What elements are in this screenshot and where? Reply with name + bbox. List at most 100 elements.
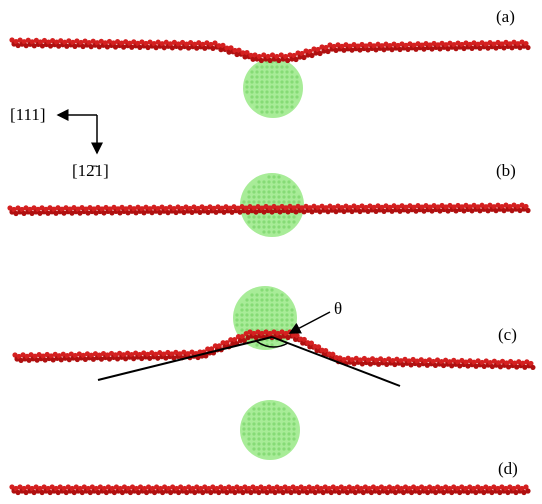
green-atom xyxy=(277,427,280,430)
green-atom xyxy=(255,95,258,98)
green-atom xyxy=(265,318,268,321)
green-atom xyxy=(265,313,268,316)
green-atom xyxy=(280,308,283,311)
green-atom xyxy=(275,313,278,316)
green-atom xyxy=(250,75,253,78)
green-atom xyxy=(295,75,298,78)
green-atom xyxy=(275,293,278,296)
green-atom xyxy=(275,318,278,321)
green-atom xyxy=(277,230,280,233)
green-atom xyxy=(282,225,285,228)
green-atom xyxy=(277,442,280,445)
green-atom xyxy=(252,437,255,440)
green-atom xyxy=(280,313,283,316)
green-atom xyxy=(270,65,273,68)
green-atom xyxy=(262,407,265,410)
green-atom xyxy=(290,90,293,93)
green-atom xyxy=(267,200,270,203)
panel-label: (d) xyxy=(498,459,518,478)
green-atom xyxy=(272,407,275,410)
green-atom xyxy=(275,308,278,311)
green-atom xyxy=(247,432,250,435)
green-atom xyxy=(267,412,270,415)
green-atom xyxy=(280,90,283,93)
green-atom xyxy=(290,70,293,73)
green-atom xyxy=(257,452,260,455)
green-atom xyxy=(250,70,253,73)
green-atom xyxy=(270,293,273,296)
green-atom xyxy=(257,185,260,188)
green-atom xyxy=(282,427,285,430)
green-atom xyxy=(272,447,275,450)
green-atom xyxy=(280,293,283,296)
green-atom xyxy=(257,417,260,420)
green-atom xyxy=(285,85,288,88)
green-atom xyxy=(255,80,258,83)
green-atom xyxy=(250,85,253,88)
green-atom xyxy=(247,417,250,420)
green-atom xyxy=(292,437,295,440)
green-atom xyxy=(257,422,260,425)
green-atom xyxy=(262,185,265,188)
green-atom xyxy=(290,80,293,83)
green-atom xyxy=(272,230,275,233)
green-atom xyxy=(272,200,275,203)
green-atom xyxy=(282,220,285,223)
green-atom xyxy=(252,417,255,420)
green-atom xyxy=(270,95,273,98)
green-atom xyxy=(272,220,275,223)
green-atom xyxy=(285,80,288,83)
green-atom xyxy=(250,308,253,311)
green-atom xyxy=(260,303,263,306)
green-atom xyxy=(275,65,278,68)
green-atom xyxy=(257,215,260,218)
green-atom xyxy=(260,105,263,108)
green-atom xyxy=(272,190,275,193)
green-atom xyxy=(267,437,270,440)
green-atom xyxy=(267,230,270,233)
green-atom xyxy=(275,298,278,301)
green-atom xyxy=(287,437,290,440)
green-atom xyxy=(257,190,260,193)
angle-label: θ xyxy=(334,299,342,318)
green-atom xyxy=(257,437,260,440)
green-atom xyxy=(280,105,283,108)
green-atom xyxy=(275,323,278,326)
green-atom xyxy=(275,90,278,93)
green-atom xyxy=(290,75,293,78)
green-atom xyxy=(280,80,283,83)
green-atom xyxy=(282,200,285,203)
green-atom xyxy=(267,452,270,455)
green-atom xyxy=(270,75,273,78)
green-atom xyxy=(292,417,295,420)
green-atom xyxy=(245,323,248,326)
green-atom xyxy=(280,323,283,326)
green-atom xyxy=(255,303,258,306)
green-atom xyxy=(250,318,253,321)
green-atom xyxy=(265,293,268,296)
green-atom xyxy=(265,110,268,113)
green-atom xyxy=(272,422,275,425)
green-atom xyxy=(255,85,258,88)
green-atom xyxy=(275,80,278,83)
green-atom xyxy=(297,195,300,198)
green-atom xyxy=(270,80,273,83)
green-atom xyxy=(295,90,298,93)
green-atom xyxy=(287,220,290,223)
green-atom xyxy=(267,220,270,223)
green-atom xyxy=(272,215,275,218)
green-atom xyxy=(282,432,285,435)
green-atom xyxy=(290,313,293,316)
green-atom xyxy=(285,95,288,98)
green-atom xyxy=(240,323,243,326)
green-atom xyxy=(260,70,263,73)
green-atom xyxy=(277,437,280,440)
green-atom xyxy=(247,190,250,193)
green-atom xyxy=(280,95,283,98)
green-atom xyxy=(247,412,250,415)
green-atom xyxy=(270,308,273,311)
green-atom xyxy=(245,318,248,321)
green-atom xyxy=(262,422,265,425)
green-atom xyxy=(257,180,260,183)
green-atom xyxy=(277,200,280,203)
